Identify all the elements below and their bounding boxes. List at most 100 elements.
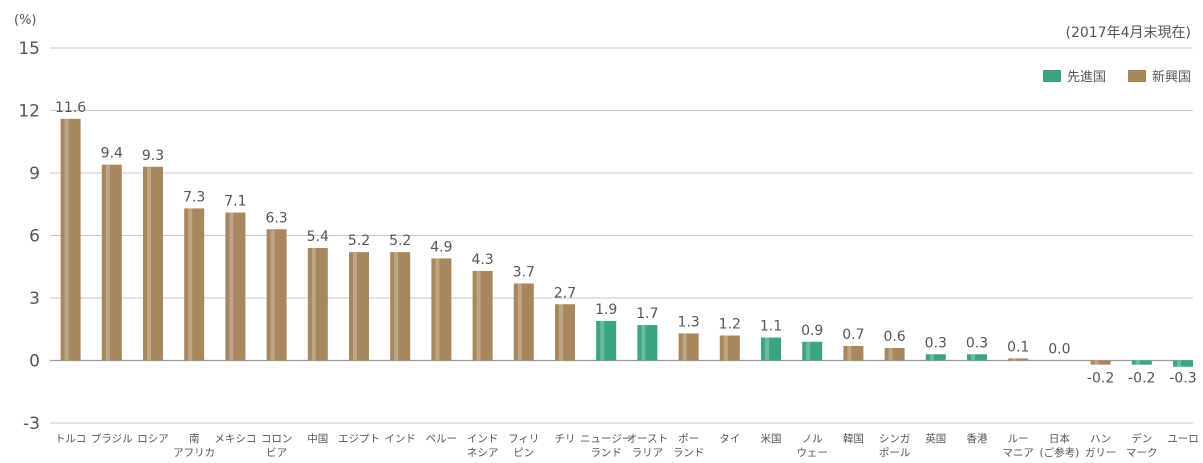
bar [101,164,122,361]
category-label: インド [384,433,416,445]
category-label: 中国 [307,432,328,445]
value-label: 1.7 [636,306,658,322]
bar-highlight [229,212,234,361]
bar-highlight [435,258,440,361]
value-label: -0.2 [1087,371,1114,387]
category-label: 香港 [967,433,988,445]
category-label: トルコ [55,433,86,445]
y-tick-label: 15 [18,39,40,59]
category-label: チリ [555,433,576,445]
bar-highlight [1012,358,1017,361]
category-label: ウェー [796,447,828,459]
y-tick-label: 6 [29,227,40,247]
bar-highlight [64,118,69,361]
category-label: ランド [590,447,622,459]
bar [184,208,205,361]
legend-swatch-developed [1042,69,1061,82]
value-label: 5.2 [348,233,370,249]
category-label: (ご参考) [1040,446,1080,459]
value-label: 0.3 [966,335,988,351]
category-label: オースト [627,433,668,445]
category-label: ブラジル [91,432,133,445]
bar [1008,358,1029,361]
bar-highlight [1135,360,1140,365]
value-label: 4.9 [430,239,452,255]
category-label: ノル [802,433,823,445]
category-label: タイ [719,433,740,445]
bar-highlight [765,337,769,361]
value-label: -0.3 [1169,371,1196,387]
category-label: ビア [266,447,287,459]
bar [143,166,163,361]
bar [390,252,411,361]
category-label: ロシア [137,433,169,445]
category-label: メキシコ [214,433,256,445]
category-label: コロン [261,433,293,445]
bar [225,212,246,361]
value-label: 7.1 [224,194,246,210]
value-label: 0.3 [925,335,947,351]
y-tick-label: 12 [18,102,40,122]
value-label: 9.4 [101,146,123,162]
value-label: 0.6 [883,329,905,345]
bar-highlight [517,283,522,361]
category-label: エジプト [338,433,380,445]
value-label: -0.2 [1128,371,1155,387]
bar [761,337,781,361]
bar [60,118,81,361]
bar-highlight [806,341,811,361]
bar [513,283,534,361]
value-label: 0.7 [842,327,864,343]
bar [925,354,946,361]
category-label: 日本 [1049,432,1071,445]
category-label: ユーロ [1167,433,1199,445]
value-label: 5.2 [389,233,411,249]
bar [266,229,287,361]
bar [1131,360,1152,365]
legend: 先進国 新興国 [1042,66,1191,85]
category-label: ポー [678,433,699,445]
bar [884,348,905,361]
bar-highlight [147,166,151,361]
bar-highlight [888,348,893,361]
category-label: マーク [1126,447,1158,459]
category-label: マニア [1002,447,1034,459]
bar-highlight [723,335,728,361]
bar-highlight [641,325,646,361]
category-label: 韓国 [843,433,864,445]
bar-highlight [188,208,193,361]
value-label: 1.3 [677,314,699,330]
y-tick-label: 9 [29,164,40,184]
value-label: 1.2 [719,317,741,333]
value-label: 1.9 [595,302,617,318]
bar-highlight [394,252,399,361]
category-label: ラリア [632,447,664,459]
category-label: ポール [879,447,911,459]
bar-highlight [476,270,481,361]
legend-swatch-emerging [1127,69,1146,82]
category-label: 英国 [925,432,946,445]
category-label: フィリ [508,433,539,445]
legend-label-developed: 先進国 [1066,70,1106,85]
bar [678,333,699,361]
category-label: ペルー [426,433,458,445]
value-label: 1.1 [760,319,782,335]
bar-highlight [971,354,975,361]
bar-highlight [600,320,605,361]
value-label: 11.6 [55,100,86,116]
bar [637,325,658,361]
category-label: ピン [513,447,534,459]
category-label: ニュージー [580,433,632,445]
bar-highlight [929,354,934,361]
bar-highlight [270,229,275,361]
bar [719,335,740,361]
bar [349,252,369,361]
category-label: 南 [189,432,200,445]
bar-highlight [559,304,563,361]
category-label: ランド [673,447,705,459]
value-label: 9.3 [142,148,164,164]
category-label: ネシア [467,447,499,459]
value-label: 6.3 [265,210,287,226]
y-tick-label: 3 [29,289,40,309]
